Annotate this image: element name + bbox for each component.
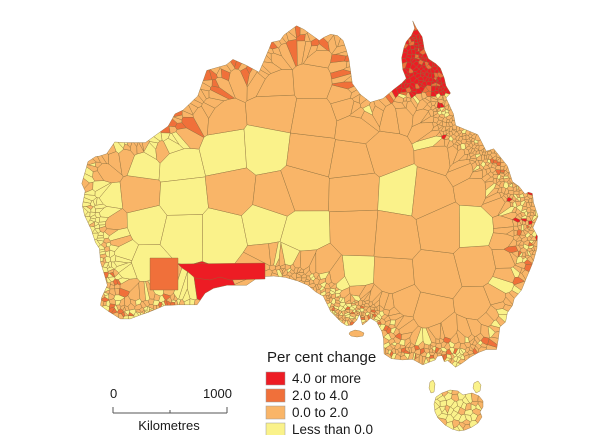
svg-text:Kilometres: Kilometres [138,418,200,433]
svg-text:0.0 to 2.0: 0.0 to 2.0 [292,405,348,420]
svg-text:1000: 1000 [203,386,232,401]
svg-text:Per cent change: Per cent change [267,349,376,366]
svg-text:0: 0 [110,386,117,401]
svg-text:Less than 0.0: Less than 0.0 [292,422,373,435]
svg-text:2.0 to 4.0: 2.0 to 4.0 [292,388,348,403]
svg-text:4.0 or more: 4.0 or more [292,371,361,386]
